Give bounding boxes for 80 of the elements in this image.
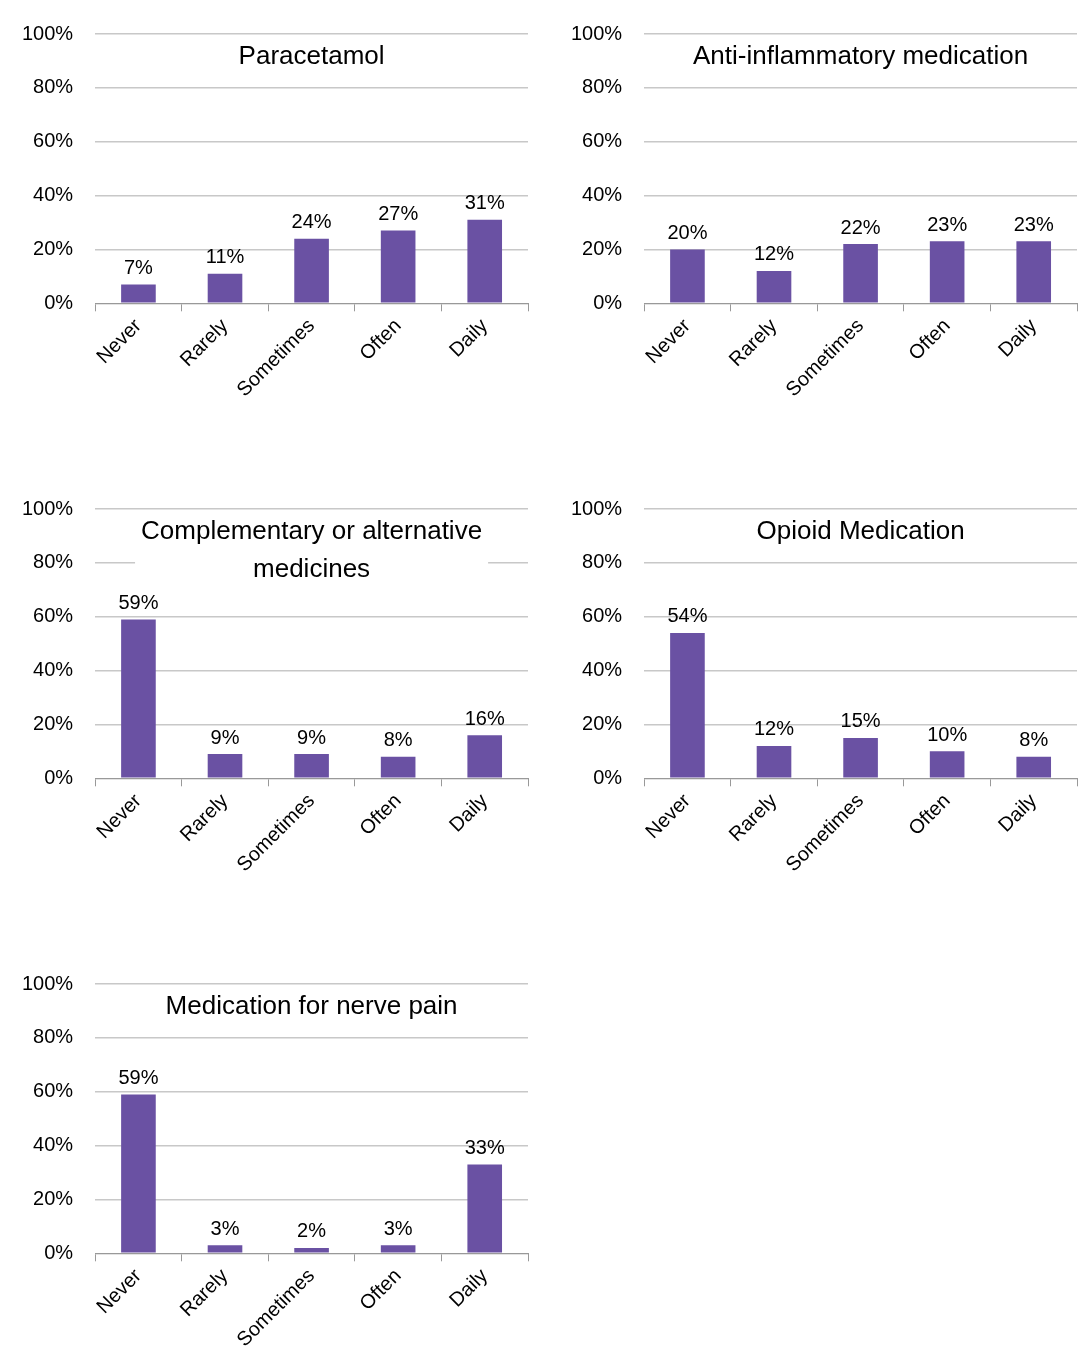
data-label: 27% (378, 202, 419, 225)
y-tick-label: 60% (33, 604, 74, 627)
data-label: 33% (464, 1135, 505, 1158)
bar (467, 219, 503, 303)
data-label: 22% (840, 215, 881, 238)
data-label: 12% (753, 242, 795, 265)
data-label: 24% (291, 210, 332, 233)
y-tick-label: 20% (33, 1186, 74, 1209)
bar (380, 756, 416, 778)
y-tick-label: 0% (44, 290, 74, 313)
y-tick-label: 40% (33, 658, 74, 681)
y-tick-label: 100% (22, 496, 74, 519)
bar (929, 751, 965, 778)
data-label: 10% (927, 722, 968, 745)
data-label: 59% (118, 590, 159, 613)
y-tick-label: 100% (571, 496, 623, 519)
y-tick-label: 80% (33, 1025, 74, 1048)
y-tick-label: 40% (33, 183, 74, 206)
y-tick-label: 100% (22, 21, 74, 44)
y-tick-label: 40% (582, 658, 623, 681)
bar (294, 1247, 329, 1253)
y-tick-label: 80% (33, 75, 74, 98)
bar (294, 754, 329, 778)
y-tick-label: 80% (582, 550, 623, 573)
data-label: 31% (464, 191, 505, 214)
data-label: 23% (927, 212, 968, 235)
bar (121, 1094, 156, 1253)
chart-title: Anti-inflammatory medication (692, 40, 1029, 71)
data-label: 9% (210, 725, 240, 748)
bar (467, 1164, 503, 1253)
y-tick-label: 100% (22, 971, 74, 994)
bar (756, 745, 792, 778)
data-label: 16% (464, 706, 505, 729)
y-tick-label: 20% (582, 711, 623, 734)
y-tick-label: 20% (582, 236, 623, 259)
y-tick-label: 0% (44, 1240, 74, 1263)
y-tick-label: 20% (33, 236, 74, 259)
y-tick-label: 60% (582, 604, 623, 627)
bar (294, 238, 329, 303)
bar (121, 619, 156, 778)
data-label: 3% (210, 1216, 240, 1239)
data-label: 8% (383, 728, 413, 751)
bar (121, 284, 156, 303)
bar (207, 754, 243, 778)
bar (670, 632, 705, 778)
y-tick-label: 0% (593, 765, 623, 788)
chart-title: Paracetamol (238, 40, 385, 71)
y-tick-label: 0% (593, 290, 623, 313)
bar (207, 1245, 243, 1253)
y-tick-label: 80% (33, 550, 74, 573)
y-tick-label: 60% (33, 129, 74, 152)
data-label: 11% (205, 245, 245, 268)
bar (380, 1245, 416, 1253)
y-tick-label: 40% (582, 183, 623, 206)
y-tick-label: 60% (33, 1079, 74, 1102)
data-label: 54% (667, 604, 708, 627)
data-label: 8% (1019, 728, 1049, 751)
bar (380, 230, 416, 303)
y-tick-label: 40% (33, 1133, 74, 1156)
y-tick-label: 100% (571, 21, 623, 44)
data-label: 59% (118, 1065, 159, 1088)
y-tick-label: 80% (582, 75, 623, 98)
data-label: 9% (297, 725, 327, 748)
bar (843, 737, 878, 778)
data-label: 15% (840, 709, 881, 732)
data-label: 12% (753, 717, 795, 740)
data-label: 2% (297, 1219, 327, 1242)
data-label: 23% (1013, 212, 1054, 235)
chart-title: Medication for nerve pain (165, 990, 458, 1021)
bar (1016, 756, 1052, 778)
bar (207, 273, 243, 303)
y-tick-label: 20% (33, 711, 74, 734)
text: Complementary or alternative medicines (141, 515, 483, 584)
y-tick-label: 60% (582, 129, 623, 152)
data-label: 20% (667, 220, 708, 243)
y-tick-label: 0% (44, 765, 74, 788)
chart-title: Opioid Medication (756, 515, 965, 546)
data-label: 3% (383, 1216, 413, 1239)
data-label: 7% (123, 255, 154, 278)
bar (467, 735, 503, 778)
